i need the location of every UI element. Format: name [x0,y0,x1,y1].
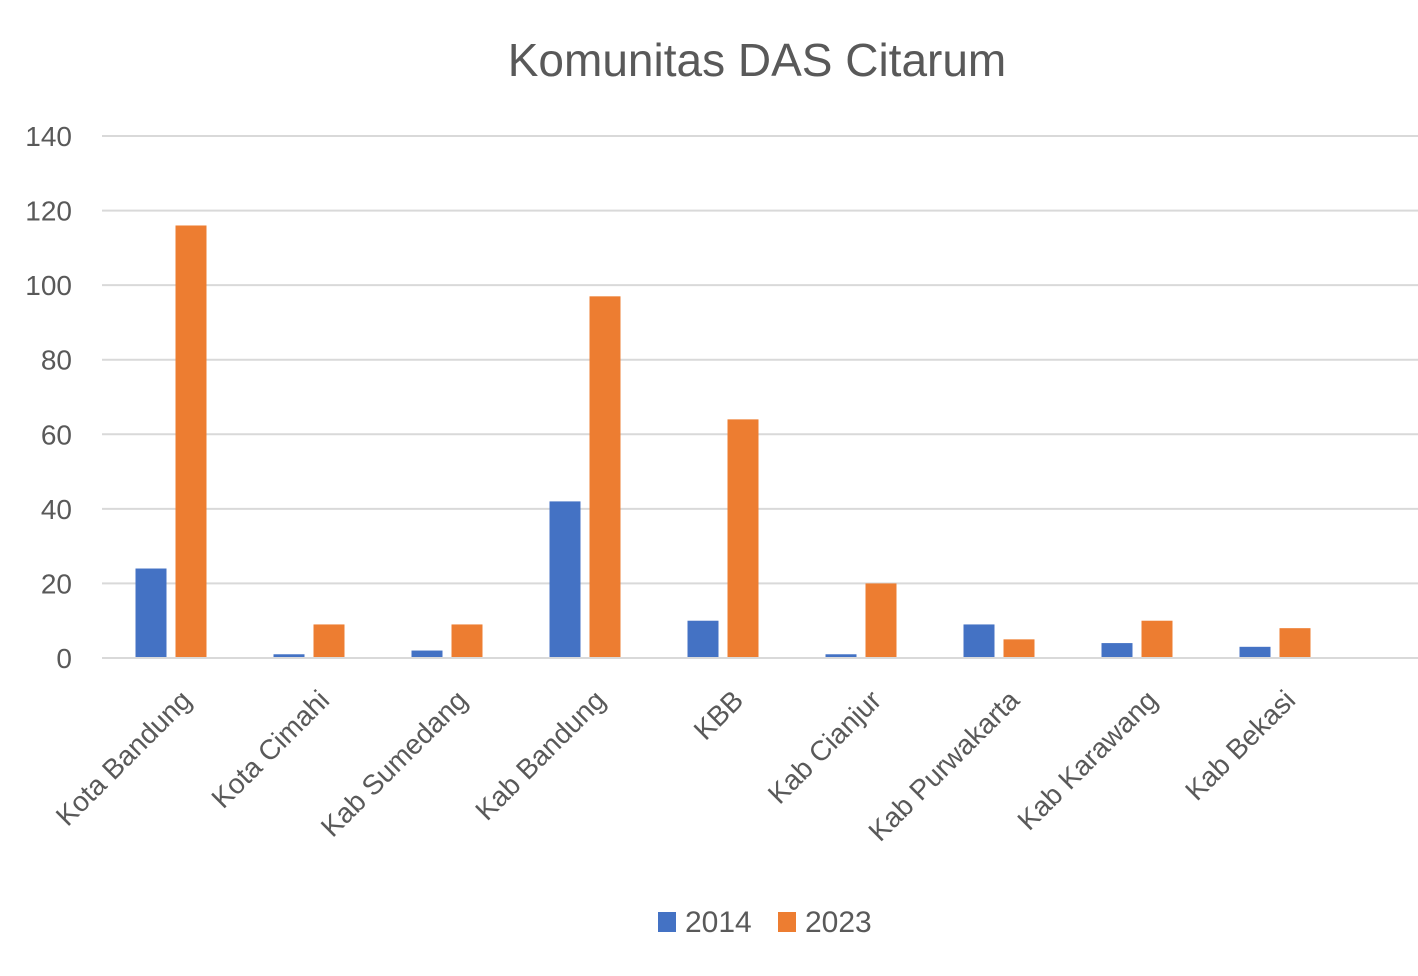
y-tick-label: 0 [56,643,72,674]
category-label: Kab Karawang [1011,684,1163,836]
y-tick-label: 40 [41,494,72,525]
bar-2023-7 [1141,620,1173,658]
bar-2023-4 [727,419,759,658]
bar-2014-5 [825,654,857,658]
y-tick-label: 120 [25,196,72,227]
y-tick-label: 80 [41,345,72,376]
bar-2014-2 [411,650,443,658]
legend-label: 2014 [685,906,752,939]
category-label: KBB [688,684,750,746]
bar-2014-1 [273,654,305,658]
y-tick-label: 140 [25,121,72,152]
y-tick-label: 100 [25,270,72,301]
gridlines [102,135,1418,585]
bar-2014-8 [1239,646,1271,658]
y-axis-ticks: 0 20 40 60 80 100 120 140 [25,121,72,674]
bar-2014-6 [963,624,995,658]
bar-2023-3 [589,296,621,658]
chart-title: Komunitas DAS Citarum [508,34,1007,86]
category-label: Kota Bandung [50,684,197,831]
legend-label: 2023 [805,906,872,939]
bar-2014-4 [687,620,719,658]
bar-2014-0 [135,568,167,658]
category-label: Kab Sumedang [315,684,473,842]
bar-2023-0 [175,225,207,658]
y-tick-label: 60 [41,419,72,450]
bar-2014-3 [549,501,581,658]
bar-2023-2 [451,624,483,658]
category-label: Kab Bekasi [1179,684,1301,806]
y-tick-label: 20 [41,568,72,599]
legend-swatch-2014 [658,912,676,932]
legend: 2014 2023 [658,906,872,939]
bar-2014-7 [1101,643,1133,658]
bars [135,225,1311,658]
category-label: Kab Bandung [469,684,611,826]
bar-2023-6 [1003,639,1035,658]
category-label: Kab Cianjur [762,684,887,809]
category-label: Kota Cimahi [205,684,335,814]
bar-2023-1 [313,624,345,658]
bar-2023-5 [865,583,897,658]
legend-swatch-2023 [778,912,796,932]
bar-2023-8 [1279,628,1311,658]
category-label: Kab Purwakarta [862,684,1025,847]
